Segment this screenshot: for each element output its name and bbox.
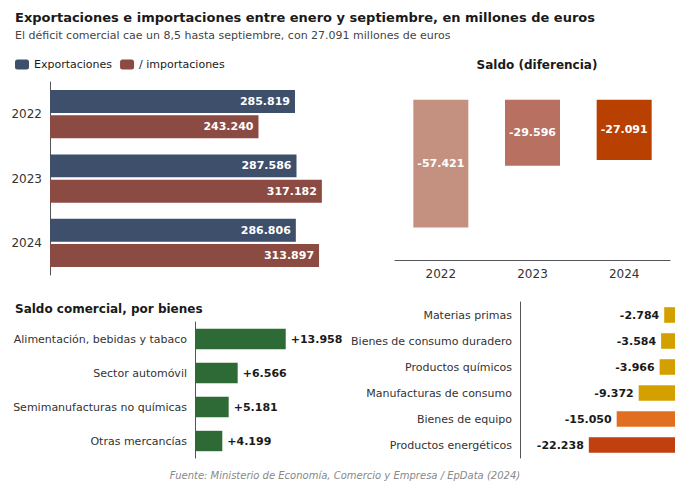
svg-text:+4.199: +4.199 xyxy=(227,435,271,448)
svg-text:-3.584: -3.584 xyxy=(617,335,657,348)
svg-text:285.819: 285.819 xyxy=(240,95,290,108)
svg-text:Manufacturas de consumo: Manufacturas de consumo xyxy=(366,387,512,400)
svg-text:Fuente: Ministerio de Economía: Fuente: Ministerio de Economía, Comercio… xyxy=(170,470,520,481)
svg-text:+13.958: +13.958 xyxy=(291,333,343,346)
svg-text:+5.181: +5.181 xyxy=(234,401,278,414)
svg-text:243.240: 243.240 xyxy=(203,120,253,133)
svg-text:Bienes de equipo: Bienes de equipo xyxy=(417,413,512,426)
svg-text:Bienes de consumo duradero: Bienes de consumo duradero xyxy=(351,335,512,348)
svg-text:-27.091: -27.091 xyxy=(601,123,648,136)
svg-text:/ importaciones: / importaciones xyxy=(139,58,225,71)
svg-text:-57.421: -57.421 xyxy=(417,157,464,170)
svg-text:2024: 2024 xyxy=(11,236,42,250)
svg-text:Semimanufacturas no químicas: Semimanufacturas no químicas xyxy=(13,401,187,414)
svg-text:Sector automóvil: Sector automóvil xyxy=(93,367,187,380)
svg-text:Saldo (diferencia): Saldo (diferencia) xyxy=(477,58,598,72)
svg-text:2023: 2023 xyxy=(517,267,548,281)
svg-text:Exportaciones: Exportaciones xyxy=(34,58,112,71)
svg-text:-29.596: -29.596 xyxy=(509,126,556,139)
svg-text:-22.238: -22.238 xyxy=(537,439,584,452)
svg-text:-9.372: -9.372 xyxy=(594,387,633,400)
svg-text:Productos químicos: Productos químicos xyxy=(405,361,512,374)
svg-text:313.897: 313.897 xyxy=(264,249,314,262)
svg-text:+6.566: +6.566 xyxy=(243,367,287,380)
svg-text:287.586: 287.586 xyxy=(241,159,291,172)
svg-text:-3.966: -3.966 xyxy=(615,361,655,374)
svg-text:Productos energéticos: Productos energéticos xyxy=(390,439,512,452)
svg-text:Alimentación, bebidas y tabaco: Alimentación, bebidas y tabaco xyxy=(14,333,188,346)
svg-text:El déficit comercial cae un 8,: El déficit comercial cae un 8,5 hasta se… xyxy=(15,29,451,42)
svg-text:Otras mercancías: Otras mercancías xyxy=(90,435,187,448)
svg-text:2024: 2024 xyxy=(609,267,640,281)
svg-text:Exportaciones e importaciones: Exportaciones e importaciones entre ener… xyxy=(15,10,595,25)
svg-text:Saldo comercial, por bienes: Saldo comercial, por bienes xyxy=(15,302,203,316)
svg-text:Materias primas: Materias primas xyxy=(423,309,512,322)
svg-text:286.806: 286.806 xyxy=(241,224,291,237)
svg-text:2023: 2023 xyxy=(11,172,42,186)
svg-text:-15.050: -15.050 xyxy=(565,413,612,426)
svg-text:2022: 2022 xyxy=(11,107,42,121)
svg-text:317.182: 317.182 xyxy=(267,185,317,198)
svg-text:-2.784: -2.784 xyxy=(620,309,660,322)
svg-text:2022: 2022 xyxy=(426,267,457,281)
